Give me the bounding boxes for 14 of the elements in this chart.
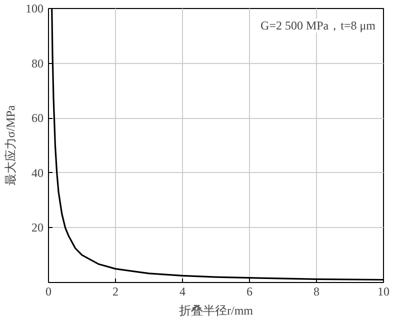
x-tick-label: 0 xyxy=(46,284,52,298)
x-tick-label: 10 xyxy=(378,284,390,298)
y-axis-title: 最大应力σ/MPa xyxy=(4,104,18,186)
x-tick-label: 6 xyxy=(246,284,252,298)
x-axis-title: 折叠半径r/mm xyxy=(179,304,254,318)
annotation: G=2 500 MPa，t=8 μm xyxy=(260,18,376,32)
y-tick-label: 40 xyxy=(32,166,44,180)
x-tick-label: 2 xyxy=(112,284,118,298)
y-tick-label: 20 xyxy=(32,220,44,235)
x-tick-label: 8 xyxy=(314,284,320,298)
y-tick-label: 80 xyxy=(32,56,44,70)
y-tick-label: 60 xyxy=(32,111,44,126)
y-tick-label: 100 xyxy=(26,2,44,16)
x-tick-label: 4 xyxy=(180,284,186,298)
